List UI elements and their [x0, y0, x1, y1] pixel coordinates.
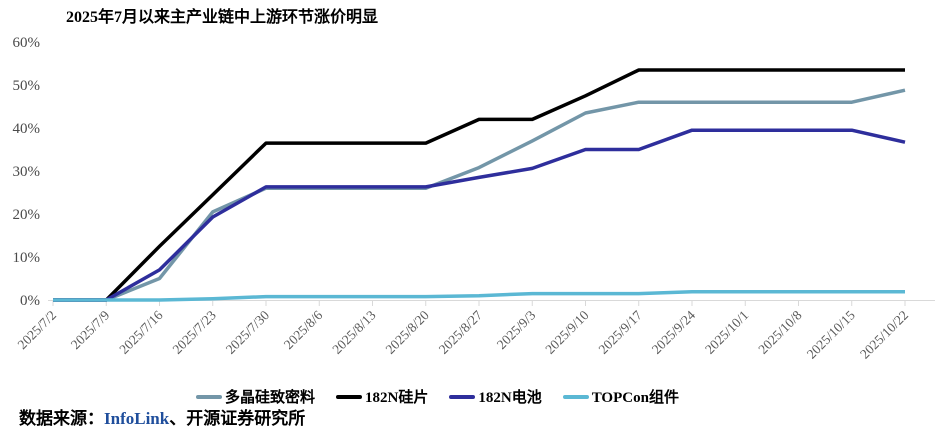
series-line-多晶硅致密料: [53, 88, 906, 302]
legend-label: 182N硅片: [365, 390, 429, 406]
y-axis-label: 10%: [13, 250, 41, 266]
x-axis-label: 2025/7/23: [170, 307, 219, 356]
x-axis-label: 2025/9/24: [649, 307, 698, 356]
x-axis-label: 2025/7/30: [223, 307, 272, 356]
source-infolink: InfoLink: [104, 409, 170, 428]
x-axis-label: 2025/10/15: [804, 307, 858, 361]
y-axis-label: 0%: [20, 293, 40, 309]
x-axis-label: 2025/9/3: [494, 307, 539, 352]
legend-label: TOPCon组件: [591, 390, 679, 406]
y-axis-label: 60%: [13, 35, 41, 51]
x-axis-label: 2025/10/8: [755, 307, 804, 356]
series-line-182N电池: [53, 128, 906, 302]
x-axis-label: 2025/8/20: [383, 307, 432, 356]
x-axis-label: 2025/10/1: [702, 308, 751, 357]
chart-title: 2025年7月以来主产业链中上游环节涨价明显: [66, 9, 379, 26]
legend-label: 多晶硅致密料: [225, 390, 316, 406]
y-axis-label: 50%: [13, 78, 41, 94]
source-rest: 、开源证券研究所: [169, 409, 306, 428]
x-axis-label: 2025/8/27: [436, 307, 485, 356]
line-chart-plot: 0%10%20%30%40%50%60%2025/7/2 2025/7/9 2025…: [13, 35, 935, 362]
legend-item-多晶硅致密料: 多晶硅致密料: [196, 386, 315, 407]
legend-item-TOPCon组件: TOPCon组件: [562, 386, 679, 407]
x-axis-label: 2025/7/2: [15, 308, 60, 353]
legend-item-182N硅片: 182N硅片: [336, 386, 428, 407]
x-axis-label: 2025/7/9: [68, 307, 113, 352]
x-axis-label: 2025/7/16: [116, 307, 165, 356]
x-axis-label: 2025/8/13: [329, 307, 378, 356]
legend-swatch-182N硅片: [336, 394, 363, 399]
legend-swatch-多晶硅致密料: [196, 394, 222, 399]
x-axis-label: 2025/9/10: [542, 307, 591, 356]
y-axis-label: 30%: [13, 164, 41, 180]
x-axis-label: 2025/8/6: [281, 307, 326, 352]
x-axis-label: 2025/10/22: [857, 308, 911, 362]
series-line-182N硅片: [53, 68, 905, 302]
series-line-TOPCon组件: [53, 290, 905, 302]
legend-item-182N电池: 182N电池: [449, 386, 542, 407]
legend-swatch-TOPCon组件: [562, 394, 589, 399]
legend-swatch-182N电池: [449, 394, 476, 399]
legend-label: 182N电池: [478, 390, 542, 406]
y-axis-label: 40%: [13, 121, 41, 137]
source-label: 数据来源：: [19, 409, 104, 428]
x-axis-label: 2025/9/17: [596, 307, 645, 356]
data-source-note: 数据来源：InfoLink、开源证券研究所: [19, 404, 305, 429]
y-axis-label: 20%: [13, 207, 41, 223]
chart-legend: 多晶硅致密料 182N硅片 182N电池 TOPCon组件: [196, 386, 679, 407]
